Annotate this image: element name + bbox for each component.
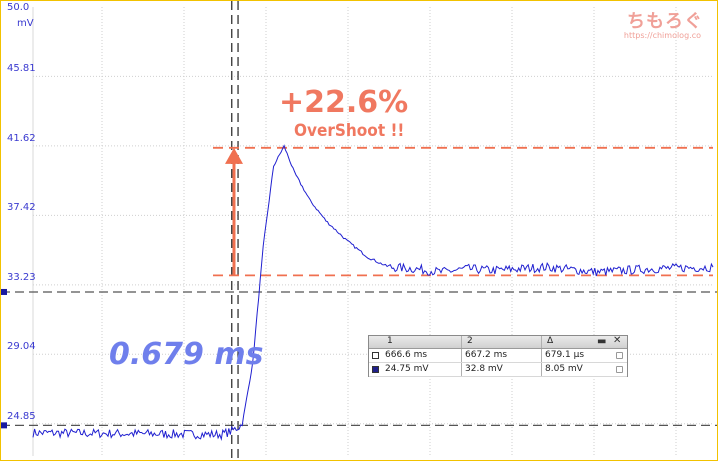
rise-time-label: 0.679 ms (109, 337, 264, 372)
overshoot-percentage: +22.6% (279, 85, 409, 120)
cursor-voltage-1: 24.75 mV (385, 364, 429, 374)
time-cursor-swatch-icon (372, 352, 379, 359)
cursor-marker (1, 422, 7, 429)
y-axis-unit: mV (17, 18, 34, 29)
overshoot-arrow-head (225, 147, 243, 164)
close-icon[interactable]: ✕ (613, 335, 622, 346)
cursor-voltage-2: 32.8 mV (465, 364, 503, 374)
y-tick-label: 37.42 (7, 202, 36, 214)
cursor-panel-header[interactable]: 1 2 Δ ▬ ✕ (369, 335, 627, 349)
y-tick-label: 29.04 (7, 341, 36, 353)
cursor-header-1: 1 (387, 336, 393, 346)
cursor-measurement-panel[interactable]: 1 2 Δ ▬ ✕ 666.6 ms 667.2 ms 679.1 μs 24.… (368, 335, 628, 377)
cursor-header-delta: Δ (547, 336, 554, 346)
lock-icon[interactable] (616, 352, 623, 359)
y-tick-label: 41.62 (7, 132, 36, 144)
lock-icon[interactable] (616, 366, 623, 373)
cursor-voltage-delta: 8.05 mV (545, 364, 583, 374)
voltage-cursor-swatch-icon (372, 366, 379, 373)
y-tick-label: 24.85 (7, 410, 36, 422)
minimize-icon[interactable]: ▬ (597, 336, 607, 347)
cursor-marker (1, 288, 7, 295)
cursor-row-voltage: 24.75 mV 32.8 mV 8.05 mV (369, 363, 627, 377)
overshoot-label: OverShoot !! (294, 121, 405, 141)
watermark-url: https://chimolog.co (623, 31, 701, 40)
cursor-time-delta: 679.1 μs (545, 350, 585, 360)
cursor-time-2: 667.2 ms (465, 350, 508, 360)
y-tick-label: 33.23 (7, 271, 36, 283)
y-tick-label: 50.0 (7, 2, 30, 13)
cursor-row-time: 666.6 ms 667.2 ms 679.1 μs (369, 349, 627, 363)
cursor-header-2: 2 (467, 336, 473, 346)
watermark-logo: ちもろぐ (627, 11, 703, 32)
signal-trace-line (32, 144, 714, 441)
cursor-time-1: 666.6 ms (385, 350, 428, 360)
y-tick-label: 45.81 (7, 63, 36, 75)
